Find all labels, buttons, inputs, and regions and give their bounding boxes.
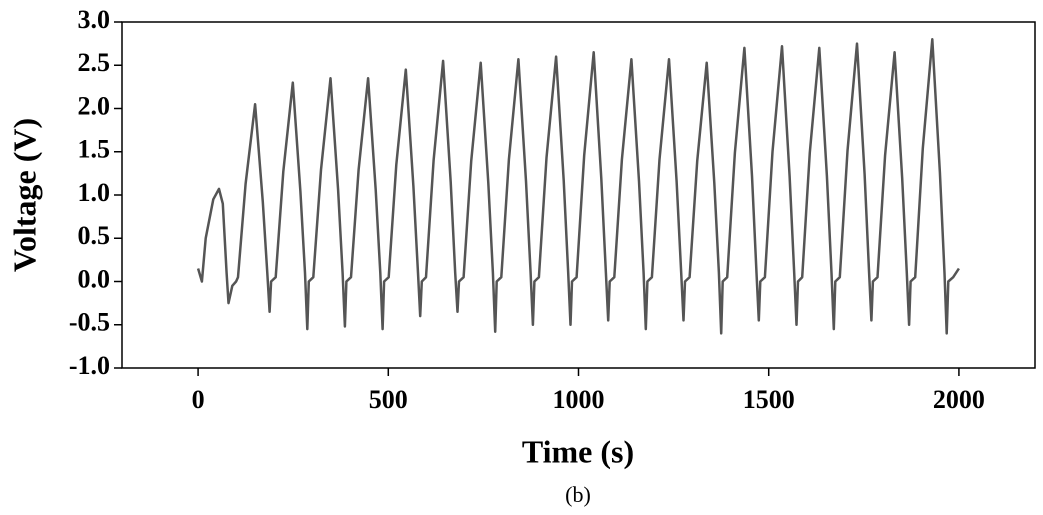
y-tick-label: 1.0 <box>78 178 111 207</box>
y-tick-label: 3.0 <box>78 5 111 34</box>
x-tick-label: 1500 <box>743 385 795 414</box>
x-axis-title: Time (s) <box>522 433 634 469</box>
y-tick-label: 0.0 <box>78 264 111 293</box>
x-tick-label: 500 <box>369 385 408 414</box>
caption: (b) <box>565 482 591 507</box>
data-line <box>196 38 960 335</box>
x-tick-label: 2000 <box>933 385 985 414</box>
y-tick-label: 0.5 <box>78 221 111 250</box>
x-tick-label: 0 <box>192 385 205 414</box>
y-tick-label: -0.5 <box>69 308 110 337</box>
x-tick-label: 1000 <box>553 385 605 414</box>
y-tick-label: 2.5 <box>78 48 111 77</box>
y-tick-label: -1.0 <box>69 351 110 380</box>
plot-frame <box>121 21 1036 369</box>
y-tick-label: 2.0 <box>78 91 111 120</box>
y-tick-label: 1.5 <box>78 135 111 164</box>
y-axis-title: Voltage (V) <box>6 118 42 272</box>
